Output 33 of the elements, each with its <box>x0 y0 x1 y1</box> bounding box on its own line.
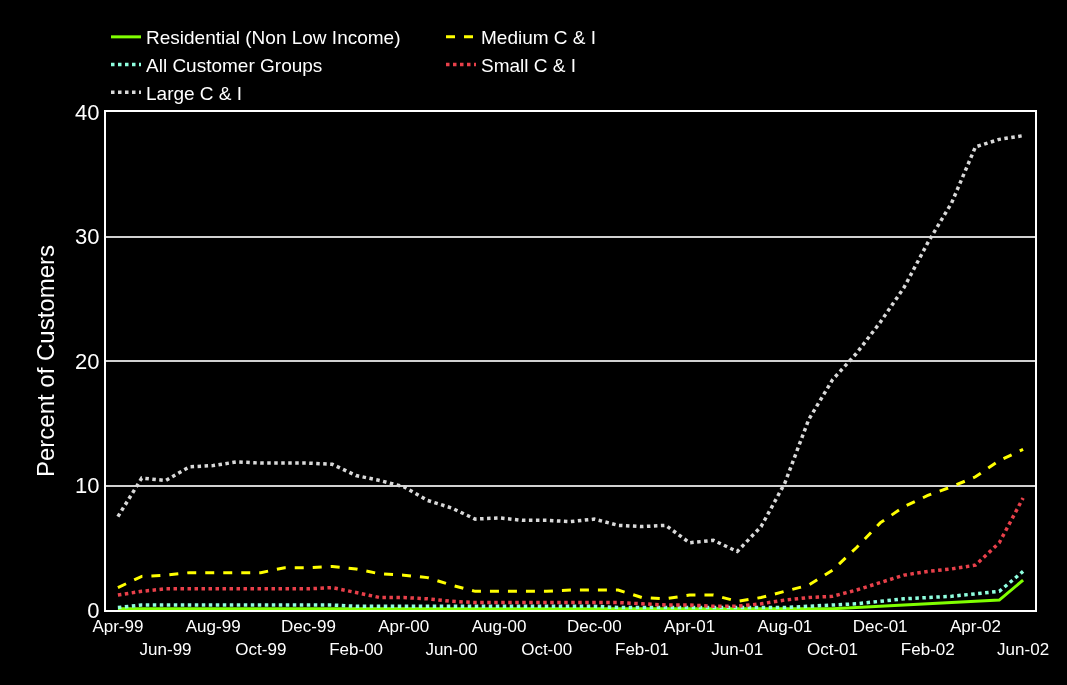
x-tick-label: Aug-99 <box>185 617 241 637</box>
line-series <box>116 447 1025 603</box>
x-tick-label: Jun-02 <box>997 639 1050 659</box>
x-tick-label: Oct-99 <box>235 639 287 659</box>
x-tick-label: Dec-99 <box>281 617 336 637</box>
x-tick-label: Feb-01 <box>615 639 669 659</box>
x-tick-label: Apr-01 <box>664 617 716 637</box>
x-tick-label: Dec-00 <box>566 617 622 637</box>
line-series <box>116 569 1025 610</box>
x-tick-label: Feb-02 <box>900 639 955 659</box>
legend-label: All Customer Groups <box>146 54 323 76</box>
x-tick-label: Aug-00 <box>471 617 527 637</box>
x-tick-label: Aug-01 <box>757 617 813 637</box>
x-tick-label: Oct-00 <box>521 639 573 659</box>
y-tick-label: 40 <box>75 99 100 125</box>
y-tick-label: 20 <box>75 348 100 374</box>
x-tick-label: Feb-00 <box>329 639 384 659</box>
x-tick-label: Jun-99 <box>139 639 192 659</box>
legend-label: Large C & I <box>146 82 243 104</box>
line-series <box>116 578 1025 610</box>
legend-label: Medium C & I <box>481 27 597 49</box>
y-tick-label: 30 <box>75 224 100 250</box>
y-tick-label: 10 <box>75 473 100 499</box>
legend-label: Small C & I <box>481 54 577 76</box>
x-tick-label: Dec-01 <box>852 617 908 637</box>
legend-label: Residential (Non Low Income) <box>146 27 401 49</box>
x-tick-label: Jun-00 <box>425 639 478 659</box>
y-axis-title: Percent of Customers <box>31 244 59 478</box>
x-tick-label: Jun-01 <box>711 639 764 659</box>
x-tick-label: Oct-01 <box>807 639 859 659</box>
x-tick-label: Apr-00 <box>378 617 430 637</box>
line-series <box>116 496 1025 609</box>
x-tick-label: Apr-02 <box>949 617 1001 637</box>
